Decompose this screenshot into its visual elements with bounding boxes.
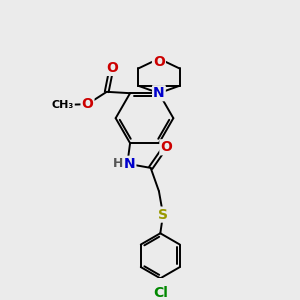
Text: H: H (113, 157, 124, 170)
Text: O: O (106, 61, 118, 75)
Text: S: S (158, 208, 168, 222)
Text: O: O (153, 55, 165, 69)
Text: N: N (153, 86, 165, 100)
Text: Cl: Cl (153, 286, 168, 300)
Text: O: O (82, 97, 93, 111)
Text: N: N (124, 157, 135, 171)
Text: O: O (160, 140, 172, 154)
Text: CH₃: CH₃ (52, 100, 74, 110)
